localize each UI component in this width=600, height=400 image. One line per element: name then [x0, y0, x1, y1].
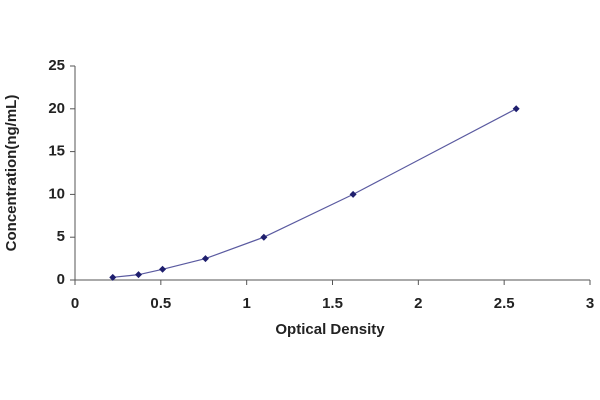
x-tick-label: 1.5	[322, 295, 343, 312]
point	[135, 271, 143, 279]
y-tick-label: 10	[48, 185, 65, 202]
x-tick-label: 2	[414, 295, 422, 312]
y-axis-title: Concentration(ng/mL)	[3, 95, 20, 252]
y-tick-label: 25	[48, 57, 65, 74]
point	[512, 105, 520, 113]
y-tick-label: 15	[48, 143, 65, 160]
x-tick-label: 0.5	[150, 295, 171, 312]
point	[159, 265, 167, 273]
x-axis-title: Optical Density	[275, 321, 385, 338]
x-tick-label: 0	[71, 295, 79, 312]
x-tick-label: 1	[242, 295, 250, 312]
point	[109, 273, 117, 281]
y-tick-label: 20	[48, 100, 65, 117]
point	[349, 190, 357, 198]
x-tick-label: 2.5	[494, 295, 515, 312]
x-tick-label: 3	[586, 295, 594, 312]
point	[201, 255, 209, 263]
fit-line	[112, 108, 517, 278]
point	[260, 233, 268, 241]
y-tick-label: 5	[57, 228, 65, 245]
y-tick-label: 0	[57, 271, 65, 288]
